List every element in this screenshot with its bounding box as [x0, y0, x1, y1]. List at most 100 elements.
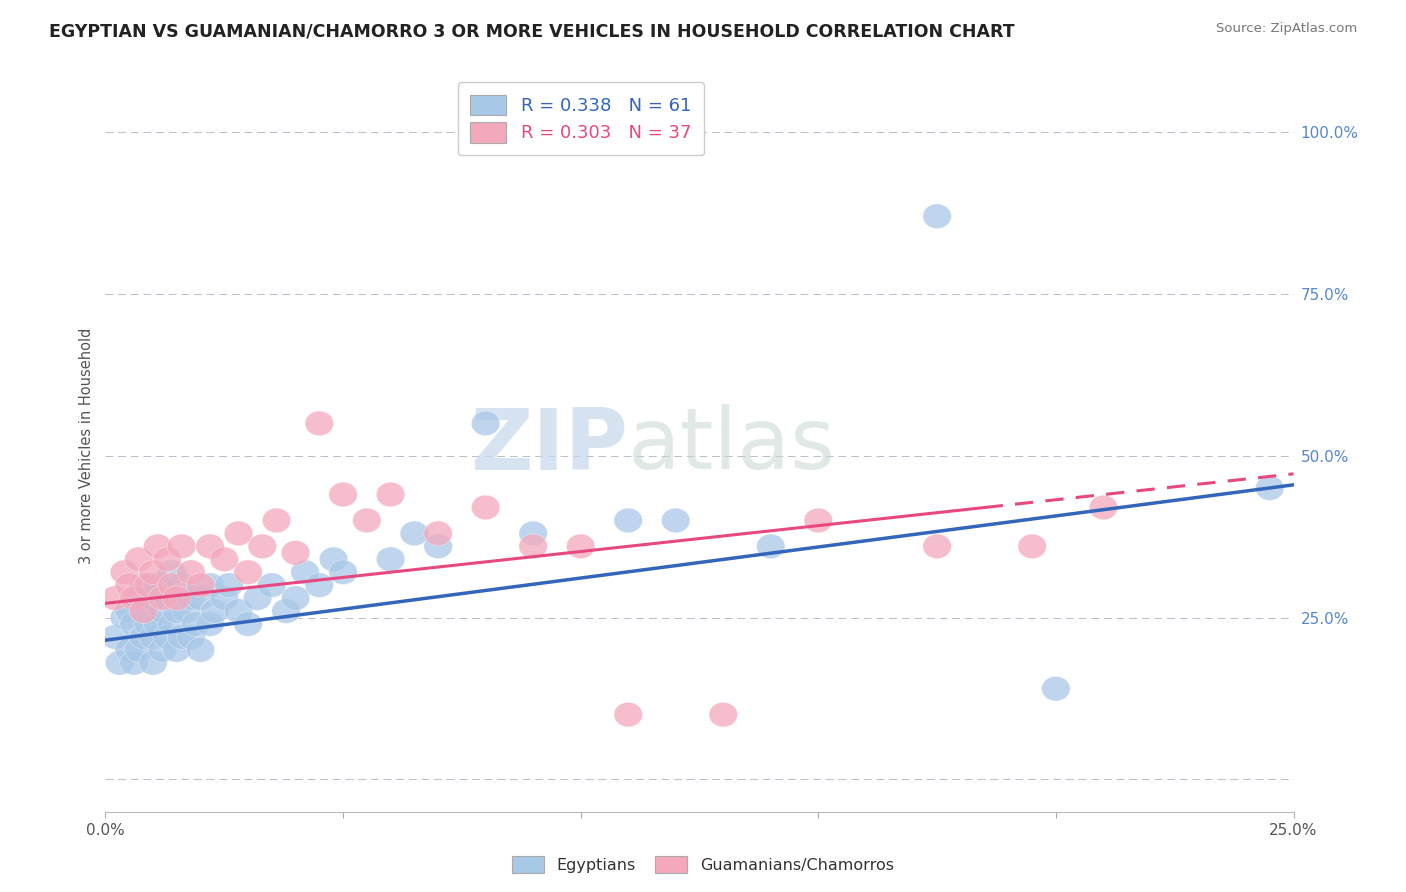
Y-axis label: 3 or more Vehicles in Household: 3 or more Vehicles in Household [79, 328, 94, 564]
Ellipse shape [172, 599, 201, 624]
Ellipse shape [125, 547, 153, 572]
Ellipse shape [922, 534, 952, 558]
Ellipse shape [153, 624, 181, 649]
Ellipse shape [243, 586, 271, 610]
Ellipse shape [377, 547, 405, 572]
Ellipse shape [1256, 475, 1284, 500]
Ellipse shape [471, 495, 501, 520]
Ellipse shape [129, 573, 157, 598]
Ellipse shape [519, 521, 547, 546]
Ellipse shape [225, 521, 253, 546]
Ellipse shape [167, 573, 195, 598]
Text: ZIP: ZIP [471, 404, 628, 488]
Ellipse shape [134, 612, 163, 636]
Ellipse shape [177, 624, 205, 649]
Ellipse shape [101, 586, 129, 610]
Ellipse shape [157, 560, 186, 584]
Ellipse shape [139, 586, 167, 610]
Ellipse shape [139, 650, 167, 675]
Legend: Egyptians, Guamanians/Chamorros: Egyptians, Guamanians/Chamorros [506, 849, 900, 880]
Ellipse shape [319, 547, 347, 572]
Ellipse shape [163, 586, 191, 610]
Ellipse shape [233, 612, 263, 636]
Ellipse shape [614, 702, 643, 727]
Ellipse shape [157, 612, 186, 636]
Ellipse shape [105, 650, 134, 675]
Ellipse shape [661, 508, 690, 533]
Ellipse shape [143, 573, 172, 598]
Ellipse shape [281, 586, 309, 610]
Ellipse shape [353, 508, 381, 533]
Ellipse shape [263, 508, 291, 533]
Ellipse shape [247, 534, 277, 558]
Ellipse shape [115, 573, 143, 598]
Ellipse shape [148, 638, 177, 662]
Ellipse shape [134, 573, 163, 598]
Ellipse shape [139, 560, 167, 584]
Ellipse shape [157, 573, 186, 598]
Ellipse shape [709, 702, 738, 727]
Ellipse shape [163, 638, 191, 662]
Ellipse shape [125, 638, 153, 662]
Ellipse shape [257, 573, 285, 598]
Ellipse shape [305, 573, 333, 598]
Ellipse shape [233, 560, 263, 584]
Ellipse shape [186, 586, 215, 610]
Ellipse shape [125, 586, 153, 610]
Ellipse shape [139, 624, 167, 649]
Ellipse shape [129, 624, 157, 649]
Ellipse shape [120, 650, 148, 675]
Ellipse shape [567, 534, 595, 558]
Ellipse shape [614, 508, 643, 533]
Ellipse shape [305, 411, 333, 435]
Ellipse shape [153, 586, 181, 610]
Ellipse shape [804, 508, 832, 533]
Ellipse shape [167, 624, 195, 649]
Ellipse shape [519, 534, 547, 558]
Ellipse shape [195, 612, 225, 636]
Ellipse shape [148, 599, 177, 624]
Ellipse shape [115, 638, 143, 662]
Text: Source: ZipAtlas.com: Source: ZipAtlas.com [1216, 22, 1357, 36]
Ellipse shape [186, 638, 215, 662]
Ellipse shape [195, 534, 225, 558]
Ellipse shape [471, 411, 501, 435]
Ellipse shape [167, 534, 195, 558]
Ellipse shape [195, 573, 225, 598]
Ellipse shape [281, 541, 309, 566]
Ellipse shape [1018, 534, 1046, 558]
Ellipse shape [177, 586, 205, 610]
Ellipse shape [756, 534, 785, 558]
Ellipse shape [186, 573, 215, 598]
Ellipse shape [129, 599, 157, 624]
Ellipse shape [423, 534, 453, 558]
Ellipse shape [209, 547, 239, 572]
Ellipse shape [177, 560, 205, 584]
Ellipse shape [377, 483, 405, 507]
Ellipse shape [215, 573, 243, 598]
Ellipse shape [129, 599, 157, 624]
Ellipse shape [291, 560, 319, 584]
Text: EGYPTIAN VS GUAMANIAN/CHAMORRO 3 OR MORE VEHICLES IN HOUSEHOLD CORRELATION CHART: EGYPTIAN VS GUAMANIAN/CHAMORRO 3 OR MORE… [49, 22, 1015, 40]
Ellipse shape [153, 547, 181, 572]
Ellipse shape [209, 586, 239, 610]
Ellipse shape [1042, 676, 1070, 701]
Ellipse shape [181, 612, 209, 636]
Ellipse shape [143, 612, 172, 636]
Ellipse shape [329, 483, 357, 507]
Ellipse shape [922, 204, 952, 228]
Ellipse shape [148, 586, 177, 610]
Ellipse shape [329, 560, 357, 584]
Ellipse shape [201, 599, 229, 624]
Ellipse shape [143, 534, 172, 558]
Ellipse shape [401, 521, 429, 546]
Ellipse shape [120, 612, 148, 636]
Ellipse shape [110, 560, 139, 584]
Ellipse shape [110, 606, 139, 630]
Ellipse shape [115, 599, 143, 624]
Ellipse shape [134, 586, 163, 610]
Ellipse shape [225, 599, 253, 624]
Legend: R = 0.338   N = 61, R = 0.303   N = 37: R = 0.338 N = 61, R = 0.303 N = 37 [457, 82, 704, 155]
Text: atlas: atlas [628, 404, 837, 488]
Ellipse shape [163, 599, 191, 624]
